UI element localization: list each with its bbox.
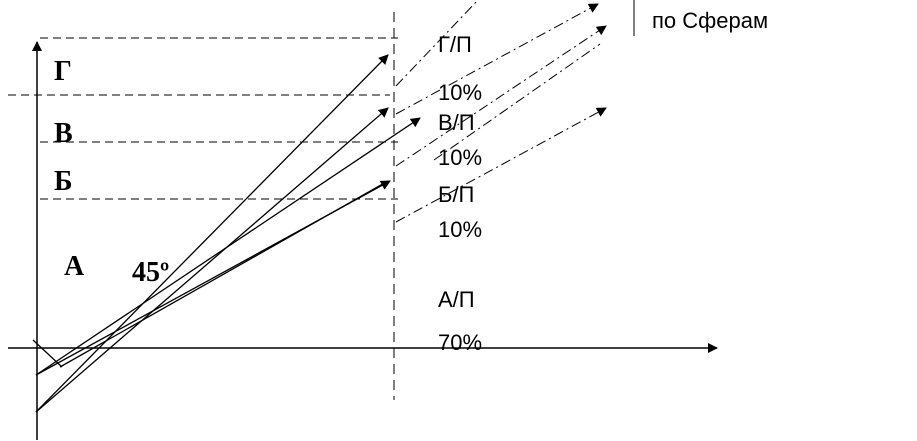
level-percent-b: 10% <box>438 217 482 242</box>
angle-label: 45º <box>132 257 169 288</box>
growth-line-1 <box>35 54 389 413</box>
level-letter-g: Г <box>54 56 72 87</box>
projection-line-5 <box>395 107 607 223</box>
growth-line-2 <box>35 107 389 413</box>
level-label-g: Г/П <box>438 32 472 57</box>
level-percent-v: 10% <box>438 145 482 170</box>
level-label-a: А/П <box>438 287 475 312</box>
level-label-v: В/П <box>438 110 475 135</box>
level-percent-g: 10% <box>438 80 482 105</box>
projection-line-4 <box>433 43 601 161</box>
level-letter-a: А <box>64 251 85 282</box>
level-percent-a: 70% <box>438 330 482 355</box>
growth-line-5 <box>59 180 389 368</box>
projection-line-2 <box>395 3 599 115</box>
level-label-b: Б/П <box>438 182 474 207</box>
level-letter-v: В <box>54 118 73 149</box>
legend-text: по Сферам <box>652 8 768 33</box>
level-letter-b: Б <box>54 166 73 197</box>
growth-line-3 <box>35 117 421 376</box>
projection-line-3 <box>395 25 607 167</box>
angle-tick <box>32 339 63 368</box>
